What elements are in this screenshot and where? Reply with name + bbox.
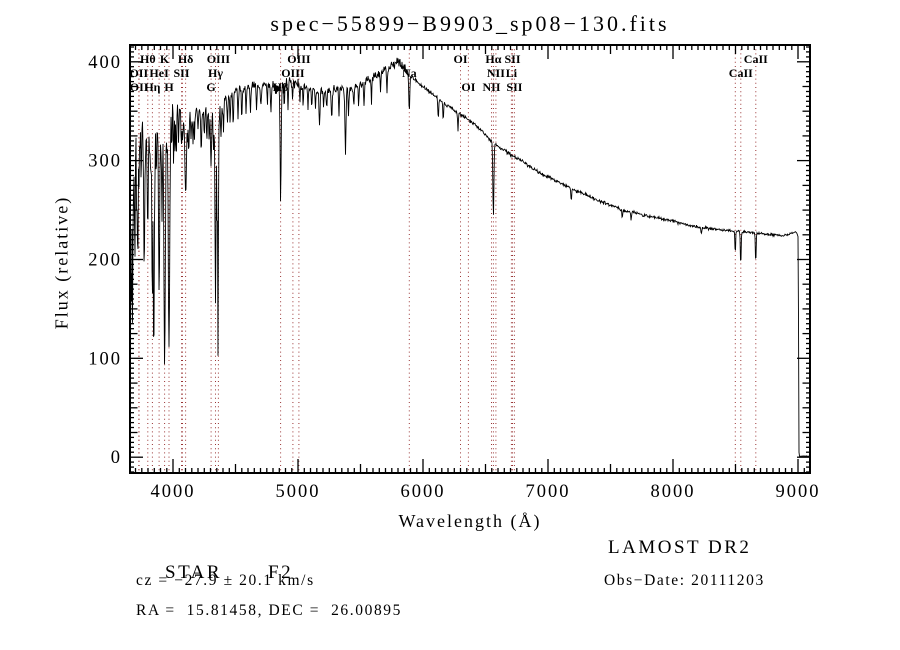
x-tick-label: 5000 [276,482,321,502]
cz-text: cz = −27.9 ± 20.1 km/s [136,572,315,589]
x-tick-label: 6000 [401,482,446,502]
object-subclass: F2 [268,562,294,583]
x-axis-label: Wavelength (Å) [398,511,542,531]
spectral-marker-label: OII [129,66,148,80]
spectral-marker-label: Na [402,66,417,80]
spectral-marker-label: Hη [144,80,160,94]
x-tick-label: 4000 [151,482,196,502]
spectrum-path [129,57,810,458]
spectral-marker-label: Hα [485,52,501,66]
spectral-marker-label: Hθ [140,52,156,66]
obs-date-text: Obs−Date: 20111203 [604,572,765,589]
object-class-line: STAR F2 [136,540,293,606]
spectral-marker-label: OIII [207,52,231,66]
spectral-marker-label: Hδ [178,52,194,66]
spectral-marker-label: SII [506,80,522,94]
spectral-marker-label: CaII [744,52,768,66]
y-tick-label: 100 [88,349,122,369]
x-tick-label: 9000 [776,482,821,502]
spectral-marker-label: HeI [149,66,169,80]
survey-text: LAMOST DR2 [608,537,752,558]
plot-title: spec−55899−B9903_sp08−130.fits [270,11,670,36]
spectral-marker-label: K [160,52,170,66]
x-tick-label: 7000 [526,482,571,502]
spectral-marker-label: H [164,80,174,94]
spectral-marker-label: OII [130,80,149,94]
spectral-marker-label: CaII [729,66,753,80]
y-axis-label: Flux (relative) [51,195,72,330]
spectral-marker-label: NII [487,66,505,80]
spectral-marker-label: G [206,80,215,94]
spectral-marker-label: SII [504,52,520,66]
spectral-marker-label: OIII [287,52,311,66]
spectral-marker-label: SII [173,66,189,80]
spectral-marker-label: OI [461,80,475,94]
y-tick-label: 400 [88,53,122,73]
plot-frame [129,44,811,474]
spectral-marker-label: NII [482,80,500,94]
spectral-marker-label: Hβ [273,80,289,94]
x-tick-label: 8000 [651,482,696,502]
spectral-marker-label: OIII [281,66,305,80]
y-tick-label: 300 [88,152,122,172]
y-tick-label: 200 [88,250,122,270]
spectral-marker-label: Hγ [208,66,223,80]
spectral-marker-label: OI [453,52,467,66]
object-class: STAR [165,562,223,583]
spectral-marker-label: Li [506,66,518,80]
ra-dec-text: RA = 15.81458, DEC = 26.00895 [136,602,403,619]
y-tick-label: 0 [111,448,122,468]
